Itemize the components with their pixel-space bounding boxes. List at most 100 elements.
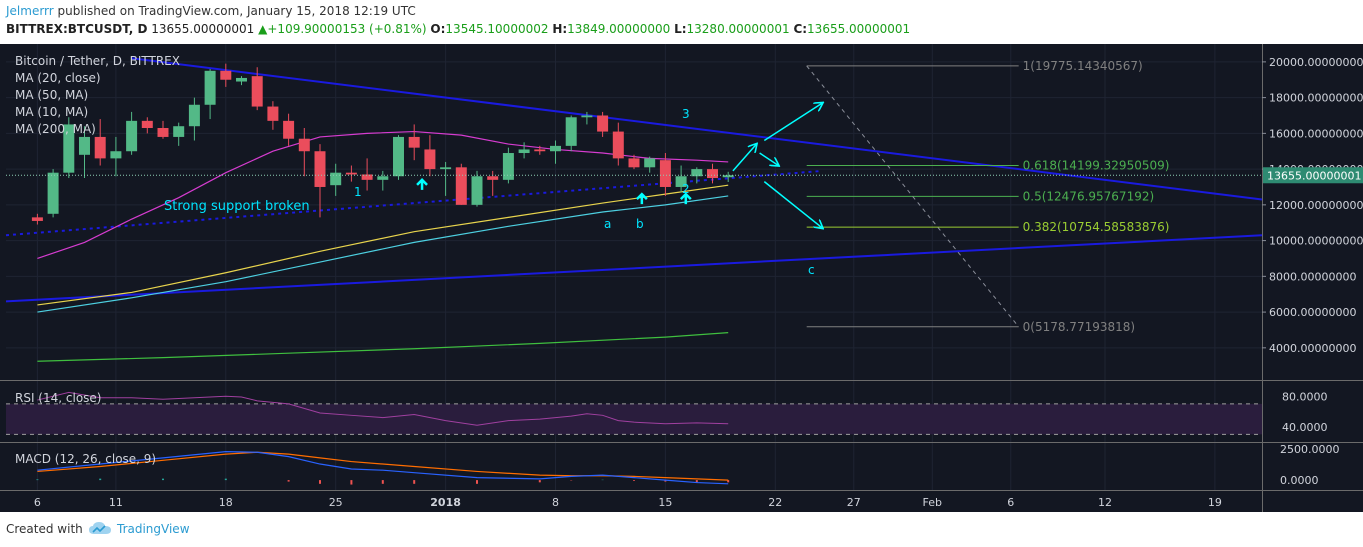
date-axis-label: 2018 — [430, 496, 461, 509]
tradingview-cloud-icon — [89, 522, 111, 534]
last-price-tag — [1263, 167, 1363, 184]
candle-body — [110, 151, 122, 159]
arrow-up-long — [763, 103, 822, 142]
price-axis-label: 4000.00000000 — [1269, 342, 1356, 355]
date-axis-label: 18 — [219, 496, 233, 509]
macd-axis-label: 2500.0000 — [1280, 443, 1340, 456]
trendline-upper — [131, 57, 1263, 201]
macd-label: MACD (12, 26, close, 9) — [15, 452, 156, 466]
date-axis-label: 8 — [552, 496, 559, 509]
candle-body — [691, 169, 703, 177]
wave-2-label: 2 — [682, 182, 690, 196]
candle-body — [173, 126, 185, 137]
candle-body — [377, 176, 389, 180]
candle-body — [408, 136, 420, 148]
ma20-line — [37, 130, 729, 260]
legend-ma50: MA (50, MA) — [15, 88, 88, 102]
legend-ma200: MA (200, MA) — [15, 122, 96, 136]
candle-body — [487, 176, 499, 180]
candle-body — [455, 167, 467, 205]
candle-body — [440, 167, 452, 170]
price-axis-label: 6000.00000000 — [1269, 306, 1356, 319]
candle-body — [707, 169, 718, 179]
macd-pane[interactable] — [36, 451, 730, 485]
candle-body — [518, 149, 530, 154]
candle-body — [345, 172, 357, 175]
candle-body — [393, 136, 404, 177]
candle-body — [251, 76, 263, 107]
candle-body — [267, 106, 279, 121]
price-axis-label: 18000.00000000 — [1269, 92, 1363, 105]
wave-up-arrow — [679, 192, 692, 205]
date-axis-label: Feb — [923, 496, 942, 509]
fib-level-label: 1(19775.14340567) — [1023, 59, 1143, 73]
change-value: +109.90000153 (+0.81%) — [267, 22, 427, 36]
published-text: published on TradingView.com, January 15… — [57, 4, 416, 18]
candle-body — [63, 124, 75, 173]
trendline-lower — [5, 234, 1263, 303]
candle-body — [581, 115, 593, 118]
open-value: 13545.10000002 — [445, 22, 549, 36]
low-label: L: — [674, 22, 687, 36]
low-value: 13280.00000001 — [686, 22, 790, 36]
ma200-line — [37, 332, 729, 362]
candle-body — [675, 176, 687, 187]
date-axis-label: 25 — [329, 496, 343, 509]
arrow-dip — [759, 152, 779, 166]
ohlc-line: BITTREX:BTCUSDT, D 13655.00000001 ▲+109.… — [6, 22, 910, 36]
wave-up-arrow — [416, 178, 428, 190]
candle-body — [361, 174, 373, 180]
axes: 20000.0000000018000.0000000016000.000000… — [0, 44, 1363, 512]
fib-level-label: 0.5(12476.95767192) — [1023, 189, 1155, 203]
candle-body — [204, 70, 216, 105]
rsi-label: RSI (14, close) — [15, 391, 101, 405]
candle-body — [424, 149, 436, 170]
price-axis-label: 16000.00000000 — [1269, 127, 1363, 140]
price-axis-label: 12000.00000000 — [1269, 199, 1363, 212]
candle-body — [471, 176, 483, 205]
date-axis-label: 6 — [1007, 496, 1014, 509]
date-axis-label: 12 — [1098, 496, 1112, 509]
last-price-tag-label: 13655.00000001 — [1267, 169, 1361, 182]
candle-body — [141, 120, 153, 128]
change-arrow: ▲ — [258, 22, 268, 36]
candle-body — [188, 104, 200, 127]
macd-line — [37, 451, 729, 485]
candle-body — [31, 217, 43, 221]
close-value: 13655.00000001 — [807, 22, 911, 36]
candle-body — [126, 120, 138, 152]
wave-b-label: b — [636, 217, 644, 231]
wave-3-label: 3 — [682, 107, 690, 121]
rsi-pane[interactable] — [6, 391, 1262, 435]
author-link[interactable]: Jelmerrr — [6, 4, 54, 18]
price-axis-label: 20000.00000000 — [1269, 56, 1363, 69]
legend-ma10: MA (10, MA) — [15, 105, 88, 119]
date-axis-label: 27 — [847, 496, 861, 509]
wave-a-label: a — [604, 217, 611, 231]
candle-body — [79, 136, 90, 155]
candle-body — [314, 151, 326, 187]
date-axis-label: 15 — [658, 496, 672, 509]
arrow-to-3 — [732, 144, 757, 172]
candle-body — [628, 158, 640, 168]
candle-body — [94, 136, 106, 159]
close-label: C: — [793, 22, 808, 36]
chart-header: Jelmerrr published on TradingView.com, J… — [0, 0, 1363, 44]
price-pane[interactable]: 1(19775.14340567) 0.618(14199.32950509) 0.… — [5, 57, 1263, 362]
fib-trendline — [806, 65, 1020, 328]
wave-1-label: 1 — [354, 185, 362, 199]
created-with-text: Created with — [6, 522, 83, 536]
chart-area[interactable]: 1(19775.14340567) 0.618(14199.32950509) 0.… — [0, 44, 1363, 512]
price-axis-label: 8000.00000000 — [1269, 270, 1356, 283]
rsi-line — [37, 391, 729, 426]
macd-signal-line — [37, 451, 729, 481]
tradingview-link[interactable]: TradingView — [117, 522, 190, 536]
candle-body — [283, 120, 295, 139]
price-axis-label: 10000.00000000 — [1269, 235, 1363, 248]
date-axis-label: 11 — [109, 496, 123, 509]
candle-body — [220, 70, 232, 80]
candle-body — [298, 138, 310, 152]
fib-level-label: 0.382(10754.58583876) — [1023, 220, 1170, 234]
date-axis-label: 22 — [768, 496, 782, 509]
candle-body — [612, 131, 624, 159]
